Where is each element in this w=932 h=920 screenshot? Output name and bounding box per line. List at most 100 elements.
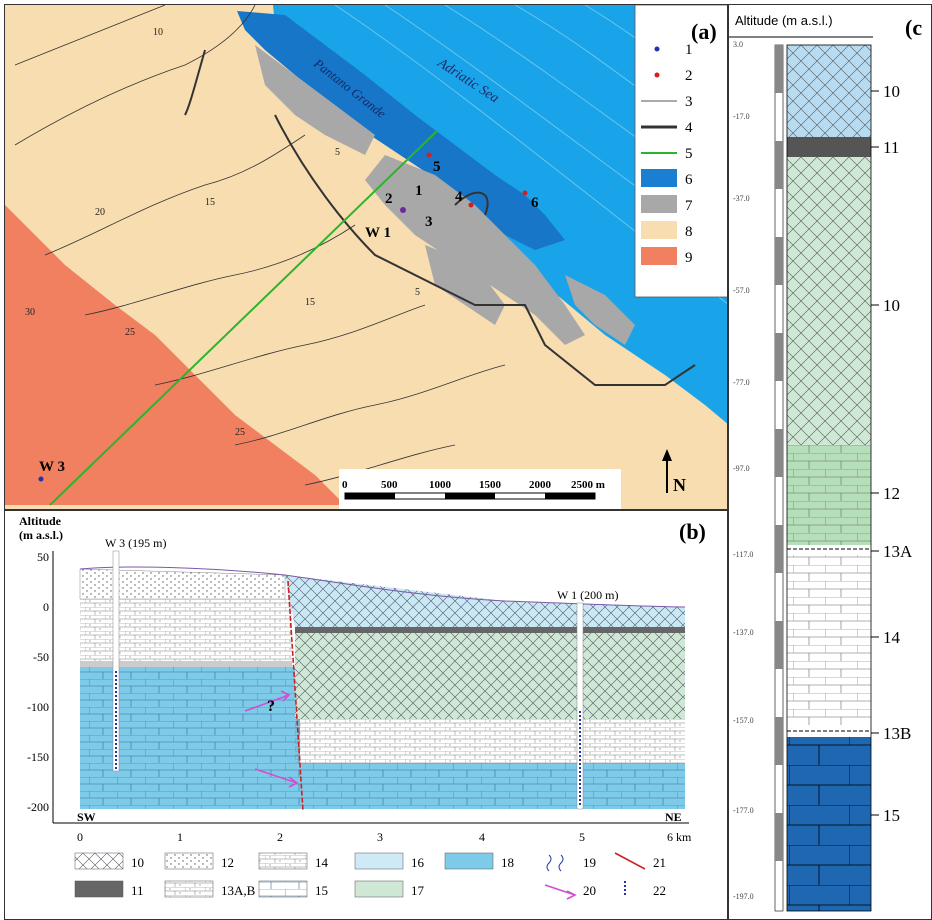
map-panel: Adriatic Sea Pantano Grande 2 1 3 W 1 4 … xyxy=(4,4,728,510)
scale-tick-0: 0 xyxy=(342,479,348,491)
section-panel: Altitude (m a.s.l.) (b) 50 0 -50 -100 -1… xyxy=(4,510,728,920)
svg-text:15: 15 xyxy=(205,197,215,208)
contour-lines xyxy=(14,5,506,486)
map-legend-label: 3 xyxy=(685,94,693,110)
svg-text:12: 12 xyxy=(883,484,900,503)
map-legend-item-8: 8 xyxy=(641,221,693,240)
point-label-2: 2 xyxy=(385,191,393,207)
svg-text:20: 20 xyxy=(95,207,105,218)
log-panel: Altitude (m a.s.l.) (c 3.0 -17.0 -37.0 -… xyxy=(728,4,932,920)
svg-text:25: 25 xyxy=(235,427,245,438)
well-w1-label: W 1 xyxy=(365,225,391,241)
point-label-3: 3 xyxy=(425,214,433,230)
point-label-4: 4 xyxy=(455,189,463,205)
y-axis-title-1: Altitude xyxy=(19,514,62,528)
svg-text:14: 14 xyxy=(883,628,901,647)
depth-scale-column xyxy=(774,44,784,912)
legend-symbol xyxy=(641,169,677,187)
scale-bar: 0 500 1000 1500 2000 2500 m xyxy=(339,469,621,509)
map-legend-label: 2 xyxy=(685,68,693,84)
svg-text:5: 5 xyxy=(415,287,420,298)
section-legend-item-11: 11 xyxy=(74,880,144,898)
section-legend-label: 15 xyxy=(315,883,328,898)
svg-text:15: 15 xyxy=(305,297,315,308)
section-line xyxy=(49,130,438,506)
svg-text:-150: -150 xyxy=(27,750,49,764)
section-legend-label: 13A,B xyxy=(221,883,256,898)
svg-text:30: 30 xyxy=(25,307,35,318)
svg-text:1: 1 xyxy=(177,830,183,844)
section-legend-label: 11 xyxy=(131,883,144,898)
surface-line xyxy=(79,566,686,608)
contour-values: 10 20 15 15 25 25 30 5 5 xyxy=(25,27,420,438)
fault-line xyxy=(287,580,304,812)
log-title: Altitude (m a.s.l.) xyxy=(735,13,833,28)
svg-text:10: 10 xyxy=(883,82,900,101)
well-w3-marker[interactable] xyxy=(38,476,44,482)
y-ticks: 50 0 -50 -100 -150 -200 xyxy=(27,550,49,814)
well-w3-label: W 3 xyxy=(39,459,65,475)
section-legend: 10 11 12 13A,B 14 15 16 17 18 19 20 21 22 xyxy=(74,852,666,900)
legend-symbol xyxy=(654,72,660,78)
svg-text:-177.0: -177.0 xyxy=(733,806,754,815)
point-4-marker[interactable] xyxy=(468,202,474,208)
section-legend-item-16: 16 xyxy=(354,852,425,870)
scale-tick-2500: 2500 m xyxy=(571,479,605,491)
svg-text:6 km: 6 km xyxy=(667,830,692,844)
svg-text:5: 5 xyxy=(335,147,340,158)
svg-text:10: 10 xyxy=(153,27,163,38)
svg-text:-137.0: -137.0 xyxy=(733,628,754,637)
section-legend-label: 16 xyxy=(411,855,425,870)
section-legend-label: 10 xyxy=(131,855,144,870)
flow-arrow-icon xyxy=(244,690,299,788)
well-w3-section-label: W 3 (195 m) xyxy=(105,536,166,550)
svg-text:13A: 13A xyxy=(883,542,913,561)
svg-text:25: 25 xyxy=(125,327,135,338)
section-legend-label: 17 xyxy=(411,883,425,898)
svg-text:-117.0: -117.0 xyxy=(733,550,753,559)
point-6-marker[interactable] xyxy=(522,190,528,196)
section-legend-item-15: 15 xyxy=(258,880,328,898)
panel-b-label: (b) xyxy=(679,519,706,544)
map-legend-label: 6 xyxy=(685,172,693,188)
legend-symbol xyxy=(641,247,677,265)
svg-text:-50: -50 xyxy=(33,650,49,664)
ne-label: NE xyxy=(665,810,682,824)
svg-text:-77.0: -77.0 xyxy=(733,378,750,387)
map-legend-item-9: 9 xyxy=(641,247,693,266)
legend-symbol xyxy=(641,195,677,213)
section-right-block xyxy=(285,575,685,809)
point-label-1: 1 xyxy=(415,183,423,199)
section-legend-label: 12 xyxy=(221,855,234,870)
point-5-marker[interactable] xyxy=(426,152,432,158)
well-w3: W 3 (195 m) xyxy=(105,536,166,772)
section-legend-item-10: 10 xyxy=(74,852,144,870)
scale-tick-1500: 1500 xyxy=(479,479,502,491)
panel-a-label: (a) xyxy=(691,19,717,44)
map-legend: (a) 1 2 3 4 5 6 7 8 9 xyxy=(634,5,727,298)
svg-text:0: 0 xyxy=(77,830,83,844)
scale-tick-1000: 1000 xyxy=(429,479,452,491)
map-legend-item-6: 6 xyxy=(641,169,693,188)
y-axis-title-2: (m a.s.l.) xyxy=(19,528,63,542)
map-legend-label: 1 xyxy=(685,42,693,58)
section-legend-label: 20 xyxy=(583,883,596,898)
svg-text:-17.0: -17.0 xyxy=(733,112,750,121)
point-label-6: 6 xyxy=(531,195,539,211)
map-legend-label: 5 xyxy=(685,146,693,162)
svg-text:-57.0: -57.0 xyxy=(733,286,750,295)
well-w1-marker[interactable] xyxy=(400,207,406,213)
legend-symbol xyxy=(641,221,677,239)
point-label-5: 5 xyxy=(433,159,441,175)
section-legend-item-13AB: 13A,B xyxy=(164,880,256,898)
section-svg: Altitude (m a.s.l.) (b) 50 0 -50 -100 -1… xyxy=(19,514,706,900)
map-legend-item-4: 4 xyxy=(641,120,693,136)
svg-text:-200: -200 xyxy=(27,800,49,814)
svg-text:-97.0: -97.0 xyxy=(733,464,750,473)
map-legend-label: 4 xyxy=(685,120,693,136)
strata-column xyxy=(786,44,872,912)
map-legend-label: 9 xyxy=(685,250,693,266)
svg-text:3.0: 3.0 xyxy=(733,40,743,49)
section-legend-item-18: 18 xyxy=(444,852,514,870)
x-ticks: 0 1 2 3 4 5 6 km xyxy=(77,830,692,844)
